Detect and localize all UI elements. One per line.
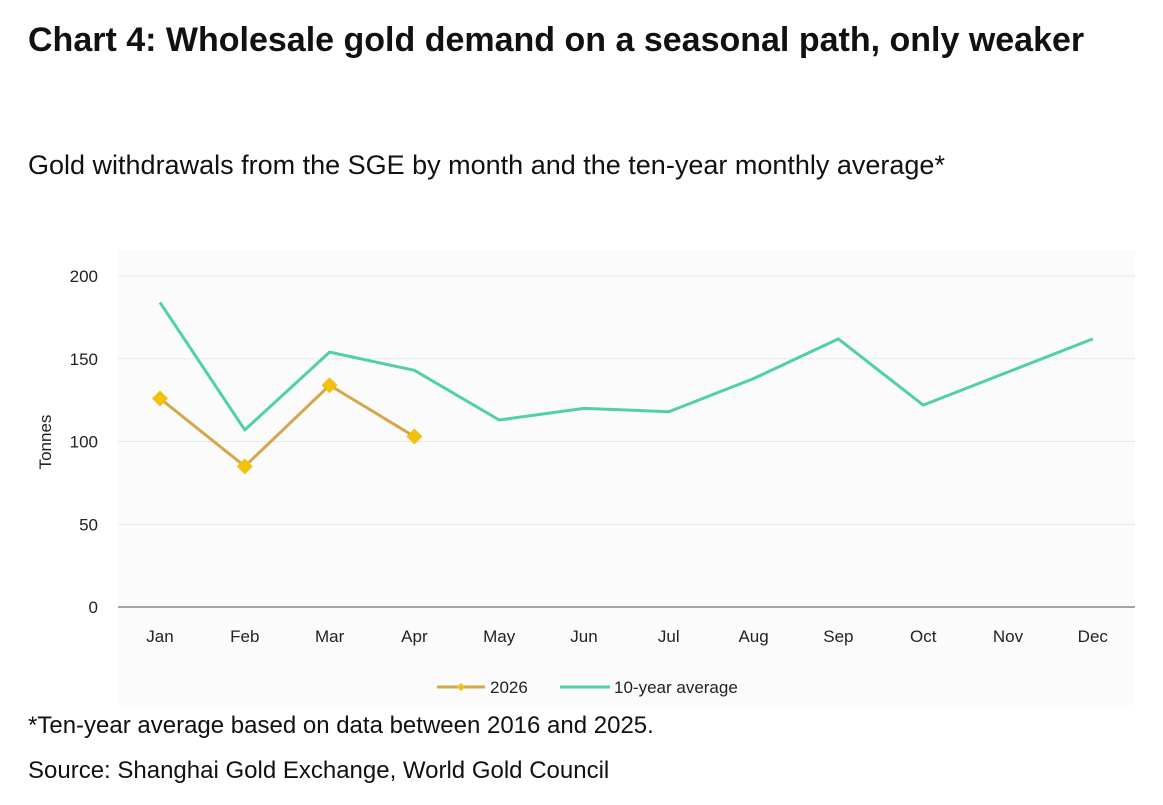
series-2026-point <box>236 458 253 475</box>
y-tick-label: 0 <box>89 598 98 617</box>
x-tick-label: Jan <box>146 627 173 646</box>
y-tick-label: 50 <box>79 515 98 534</box>
footnote: *Ten-year average based on data between … <box>28 712 654 739</box>
legend-2026-label: 2026 <box>490 678 528 697</box>
x-tick-label: Feb <box>230 627 259 646</box>
y-tick-label: 150 <box>70 350 98 369</box>
series-10-year-average-line <box>158 301 1094 432</box>
chart-title: Chart 4: Wholesale gold demand on a seas… <box>28 21 1085 59</box>
series-2026-point <box>406 428 423 445</box>
x-tick-label: Apr <box>401 627 428 646</box>
x-tick-label: Mar <box>315 627 345 646</box>
x-tick-label: Nov <box>993 627 1024 646</box>
series-2026-point <box>152 390 168 407</box>
x-tick-label: May <box>483 627 516 646</box>
y-tick-label: 100 <box>70 433 98 452</box>
legend-2026-marker <box>457 683 465 691</box>
x-tick-label: Jul <box>658 627 680 646</box>
x-tick-label: Sep <box>823 627 853 646</box>
series-2026-point <box>321 377 338 394</box>
plot-background <box>118 250 1135 705</box>
x-tick-label: Oct <box>910 627 937 646</box>
x-tick-label: Dec <box>1078 627 1109 646</box>
y-axis-label: Tonnes <box>36 415 55 470</box>
x-tick-label: Jun <box>570 627 597 646</box>
chart-subtitle: Gold withdrawals from the SGE by month a… <box>28 150 945 180</box>
legend-avg-label: 10-year average <box>614 678 738 697</box>
series-2026-line <box>159 383 416 468</box>
x-tick-label: Aug <box>738 627 768 646</box>
source-note: Source: Shanghai Gold Exchange, World Go… <box>28 757 610 784</box>
y-tick-label: 200 <box>70 267 98 286</box>
